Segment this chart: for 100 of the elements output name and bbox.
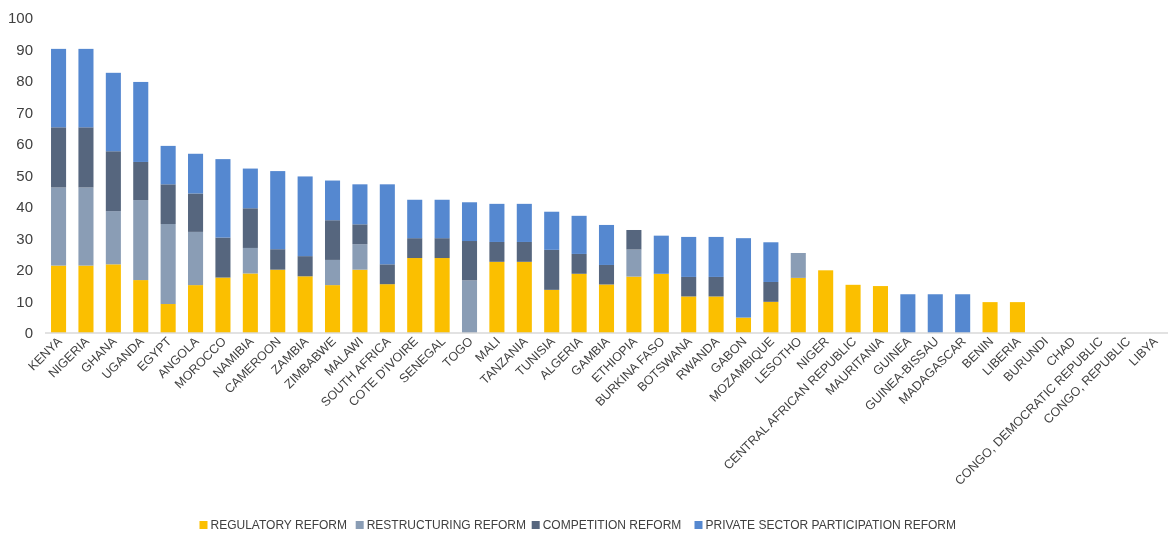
bar — [489, 261, 505, 333]
bar — [708, 296, 724, 333]
bar — [352, 269, 368, 333]
bar — [434, 199, 450, 239]
bar — [763, 281, 779, 302]
bar — [133, 200, 149, 281]
legend-label: COMPETITION REFORM — [542, 518, 682, 532]
bar — [242, 208, 258, 248]
bar — [982, 302, 998, 333]
bar — [78, 187, 94, 266]
bar — [325, 180, 341, 221]
bar — [461, 202, 478, 242]
bar — [160, 224, 176, 305]
y-tick-label: 40 — [16, 198, 33, 216]
bar — [325, 220, 341, 260]
bar — [845, 284, 861, 333]
bar — [160, 145, 176, 185]
bar — [188, 153, 204, 194]
bar — [516, 261, 532, 333]
bar — [708, 236, 724, 277]
bar — [379, 184, 395, 265]
bar — [544, 249, 560, 290]
bar — [927, 294, 943, 333]
y-tick-label: 100 — [7, 9, 33, 27]
bar — [407, 258, 423, 333]
bar — [188, 193, 204, 232]
bar — [105, 151, 121, 212]
bar — [544, 289, 560, 333]
bar — [516, 203, 532, 242]
bar — [735, 238, 752, 318]
bar — [653, 273, 669, 333]
bar — [571, 273, 587, 333]
bar — [51, 127, 67, 188]
bar — [242, 273, 258, 333]
bar — [133, 280, 149, 333]
bar — [242, 247, 258, 274]
y-tick-label: 10 — [16, 292, 33, 310]
bar — [763, 242, 779, 282]
bar — [598, 264, 615, 285]
bar — [78, 48, 94, 128]
bar — [379, 284, 395, 333]
y-tick-label: 60 — [16, 135, 33, 153]
bar — [105, 211, 121, 265]
bar — [598, 224, 615, 265]
y-tick-label: 30 — [16, 229, 33, 247]
bar — [900, 294, 916, 333]
bar — [626, 249, 642, 277]
bar — [653, 235, 669, 274]
legend-label: PRIVATE SECTOR PARTICIPATION REFORM — [705, 518, 956, 532]
legend-label: REGULATORY REFORM — [210, 518, 347, 532]
bar — [571, 215, 587, 254]
y-tick-label: 70 — [16, 103, 33, 121]
bar — [735, 317, 752, 333]
bar — [407, 199, 423, 239]
bar — [270, 249, 286, 270]
bar — [571, 253, 587, 274]
bar — [681, 276, 697, 297]
y-tick-label: 20 — [16, 261, 33, 279]
bar — [325, 259, 341, 286]
bar — [434, 258, 450, 333]
bar — [626, 276, 642, 333]
bar — [434, 238, 450, 259]
bar — [325, 285, 341, 333]
bar — [489, 241, 505, 262]
bar — [105, 264, 121, 333]
bar — [681, 236, 697, 277]
y-tick-label: 50 — [16, 166, 33, 184]
bar — [598, 284, 615, 333]
bar — [379, 264, 395, 285]
bar — [352, 184, 368, 225]
bar — [790, 252, 806, 278]
bar — [188, 285, 204, 333]
bar — [51, 187, 67, 266]
bar — [215, 159, 231, 238]
bar — [160, 304, 176, 333]
bar — [242, 168, 258, 209]
bar — [763, 301, 779, 333]
bar — [461, 280, 478, 333]
bar — [297, 176, 313, 257]
bar — [407, 238, 423, 259]
y-tick-label: 90 — [16, 40, 33, 58]
bar — [955, 294, 971, 333]
bar — [133, 81, 149, 162]
bar — [626, 230, 642, 250]
bar — [489, 203, 505, 242]
bar — [297, 276, 313, 333]
bar — [1009, 302, 1025, 333]
bar — [78, 127, 94, 188]
bar — [790, 277, 806, 333]
bar — [461, 241, 478, 281]
bar — [708, 276, 724, 297]
y-tick-label: 0 — [24, 324, 33, 342]
bar — [270, 171, 286, 250]
legend-label: RESTRUCTURING REFORM — [366, 518, 527, 532]
bar — [133, 161, 149, 201]
bar — [51, 48, 67, 128]
bar — [160, 184, 176, 225]
bar — [215, 277, 231, 333]
bar — [78, 265, 94, 333]
bar — [270, 269, 286, 333]
